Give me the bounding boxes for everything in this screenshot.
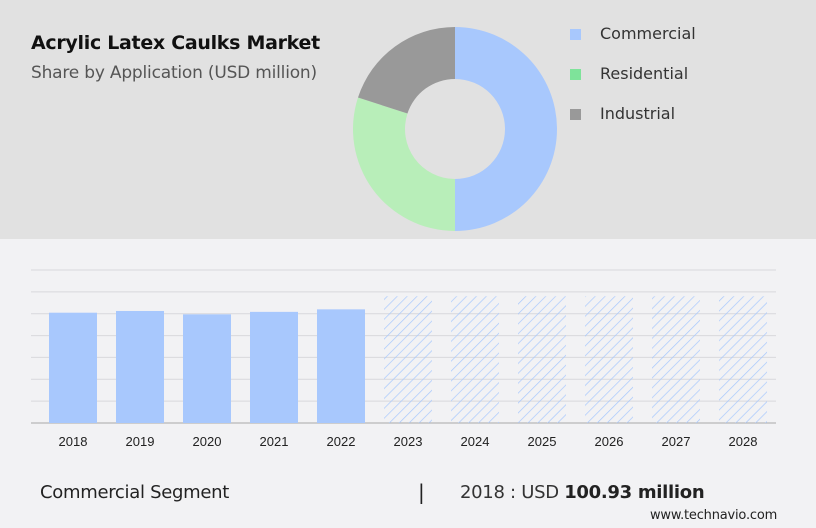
- bar-2024: [451, 296, 499, 423]
- bar-2019: [116, 310, 164, 423]
- legend-item-commercial: Commercial: [568, 24, 768, 44]
- x-tick-label: 2028: [729, 434, 758, 449]
- legend-item-residential: Residential: [568, 64, 768, 84]
- legend-item-industrial: Industrial: [568, 104, 768, 124]
- x-tick-label: 2026: [595, 434, 624, 449]
- x-tick-label: 2027: [662, 434, 691, 449]
- x-tick-label: 2022: [327, 434, 356, 449]
- chart-title: Acrylic Latex Caulks Market: [31, 32, 320, 54]
- bar-2027: [652, 296, 700, 423]
- x-tick-label: 2018: [59, 434, 88, 449]
- bar-2018: [49, 312, 97, 423]
- donut-slice-industrial: [357, 27, 455, 114]
- x-tick-label: 2025: [528, 434, 557, 449]
- legend-swatch-icon: [570, 29, 581, 40]
- year-prefix: 2018 : USD: [460, 482, 565, 503]
- segment-label: Commercial Segment: [40, 482, 229, 503]
- legend-swatch-icon: [570, 69, 581, 80]
- bar-2023: [384, 296, 432, 423]
- bar-2028: [719, 296, 767, 423]
- legend-swatch-icon: [570, 109, 581, 120]
- donut-slice-residential: [352, 97, 455, 232]
- x-tick-label: 2023: [394, 434, 423, 449]
- chart-subtitle: Share by Application (USD million): [31, 63, 317, 83]
- segment-value: 2018 : USD 100.93 million: [460, 482, 705, 503]
- bar-chart: 2018 2019 2020 2021 2022 2023 2024 2025 2026 2027…: [31, 269, 776, 449]
- legend-label: Industrial: [600, 104, 676, 123]
- source-site: www.technavio.com: [650, 508, 778, 523]
- bar-2026: [585, 296, 633, 423]
- bar-2022: [317, 309, 365, 423]
- bar-2020: [183, 314, 231, 423]
- donut-slice-commercial: [455, 27, 557, 231]
- legend-label: Residential: [600, 64, 689, 83]
- bar-2021: [250, 311, 298, 423]
- legend-label: Commercial: [600, 24, 696, 43]
- x-tick-label: 2019: [126, 434, 155, 449]
- separator: |: [418, 480, 425, 504]
- x-tick-label: 2020: [193, 434, 222, 449]
- donut-chart: [352, 27, 557, 232]
- bar-2025: [518, 296, 566, 423]
- x-tick-label: 2021: [260, 434, 289, 449]
- value-amount: 100.93 million: [564, 482, 705, 503]
- x-tick-label: 2024: [461, 434, 490, 449]
